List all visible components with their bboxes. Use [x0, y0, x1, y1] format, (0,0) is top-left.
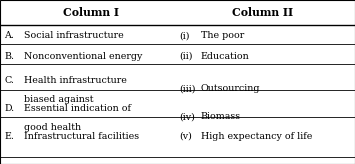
Text: D.: D.	[4, 104, 15, 113]
Text: The poor: The poor	[201, 31, 244, 40]
Text: B.: B.	[4, 52, 14, 61]
Text: Nonconventional energy: Nonconventional energy	[24, 52, 142, 61]
Text: (iv): (iv)	[179, 112, 195, 121]
Text: Education: Education	[201, 52, 249, 61]
Text: Social infrastructure: Social infrastructure	[24, 31, 124, 40]
Text: Column II: Column II	[232, 7, 293, 18]
Text: (ii): (ii)	[179, 52, 193, 61]
Text: Column I: Column I	[62, 7, 119, 18]
Text: (iii): (iii)	[179, 84, 196, 93]
Text: High expectancy of life: High expectancy of life	[201, 132, 312, 141]
Text: (v): (v)	[179, 132, 192, 141]
Text: Outsourcing: Outsourcing	[201, 84, 260, 93]
Text: E.: E.	[4, 132, 14, 141]
Text: A.: A.	[4, 31, 14, 40]
Text: C.: C.	[4, 76, 14, 85]
Text: biased against: biased against	[24, 95, 94, 104]
Text: Biomass: Biomass	[201, 112, 241, 121]
Text: (i): (i)	[179, 31, 190, 40]
Text: Infrastructural facilities: Infrastructural facilities	[24, 132, 139, 141]
Text: good health: good health	[24, 123, 81, 132]
Text: Health infrastructure: Health infrastructure	[24, 76, 127, 85]
Text: Essential indication of: Essential indication of	[24, 104, 131, 113]
